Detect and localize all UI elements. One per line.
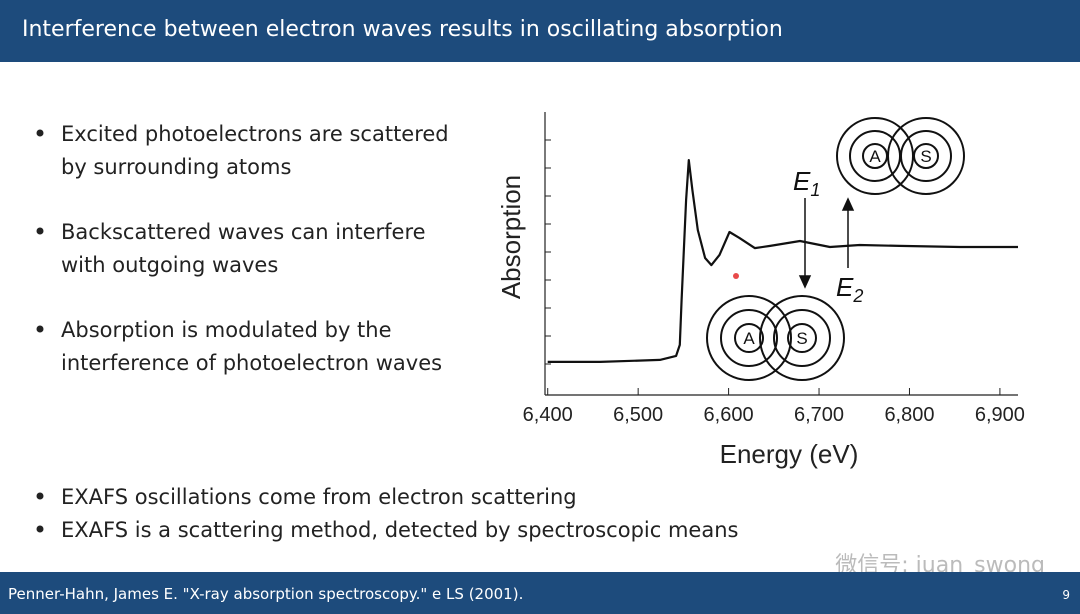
bullet-text: with outgoing waves bbox=[61, 253, 278, 277]
atom-label: S bbox=[920, 147, 931, 166]
x-tick-label: 6,900 bbox=[975, 404, 1025, 426]
y-axis-label: Absorption bbox=[496, 175, 526, 299]
bullet-dot bbox=[36, 325, 44, 333]
bullet-text: Backscattered waves can interfere bbox=[61, 220, 426, 244]
bullet-text: Absorption is modulated by the bbox=[61, 318, 392, 342]
bullet-dot bbox=[36, 492, 44, 500]
arrows bbox=[798, 197, 855, 289]
x-axis-label: Energy (eV) bbox=[720, 439, 859, 469]
footer-bar bbox=[0, 572, 1080, 614]
atom-diagram bbox=[706, 295, 845, 381]
bullets-top: Excited photoelectrons are scattered by … bbox=[36, 122, 449, 375]
annotation-text: E bbox=[836, 272, 854, 302]
absorption-curve bbox=[547, 159, 1018, 363]
bullet-text: Excited photoelectrons are scattered bbox=[61, 122, 449, 146]
x-tick-label: 6,400 bbox=[523, 404, 573, 426]
x-tick-label: 6,600 bbox=[704, 404, 754, 426]
annotation-text: E bbox=[793, 166, 811, 196]
annotation: E1 bbox=[793, 166, 820, 200]
y-axis-minor-ticks bbox=[545, 139, 551, 365]
page-number: 9 bbox=[1062, 588, 1070, 602]
annotation-sub: 2 bbox=[852, 286, 863, 306]
x-tick-label: 6,700 bbox=[794, 404, 844, 426]
bullet-dot bbox=[36, 525, 44, 533]
atom-label: A bbox=[869, 147, 881, 166]
bullet-text: by surrounding atoms bbox=[61, 155, 291, 179]
annotation: E2 bbox=[836, 272, 863, 306]
bullets-bottom: EXAFS oscillations come from electron sc… bbox=[36, 485, 738, 542]
header-bar bbox=[0, 0, 1080, 62]
atom-label: S bbox=[796, 329, 807, 348]
chart: A S A S E1 E2 Absorption Energy (eV) 6,4… bbox=[496, 112, 1025, 469]
x-tick-label: 6,500 bbox=[613, 404, 663, 426]
bullet-dot bbox=[36, 227, 44, 235]
footer-citation: Penner-Hahn, James E. "X-ray absorption … bbox=[8, 585, 523, 603]
slide-title: Interference between electron waves resu… bbox=[22, 17, 783, 42]
bullet-text: EXAFS oscillations come from electron sc… bbox=[61, 485, 577, 509]
atom-label: A bbox=[743, 329, 755, 348]
bullet-text: interference of photoelectron waves bbox=[61, 351, 442, 375]
bullet-dot bbox=[36, 129, 44, 137]
x-tick-label: 6,800 bbox=[884, 404, 934, 426]
bullet-text: EXAFS is a scattering method, detected b… bbox=[61, 518, 738, 542]
annotation-sub: 1 bbox=[810, 180, 820, 200]
cursor-dot bbox=[733, 273, 739, 279]
atom-diagram bbox=[836, 117, 965, 195]
